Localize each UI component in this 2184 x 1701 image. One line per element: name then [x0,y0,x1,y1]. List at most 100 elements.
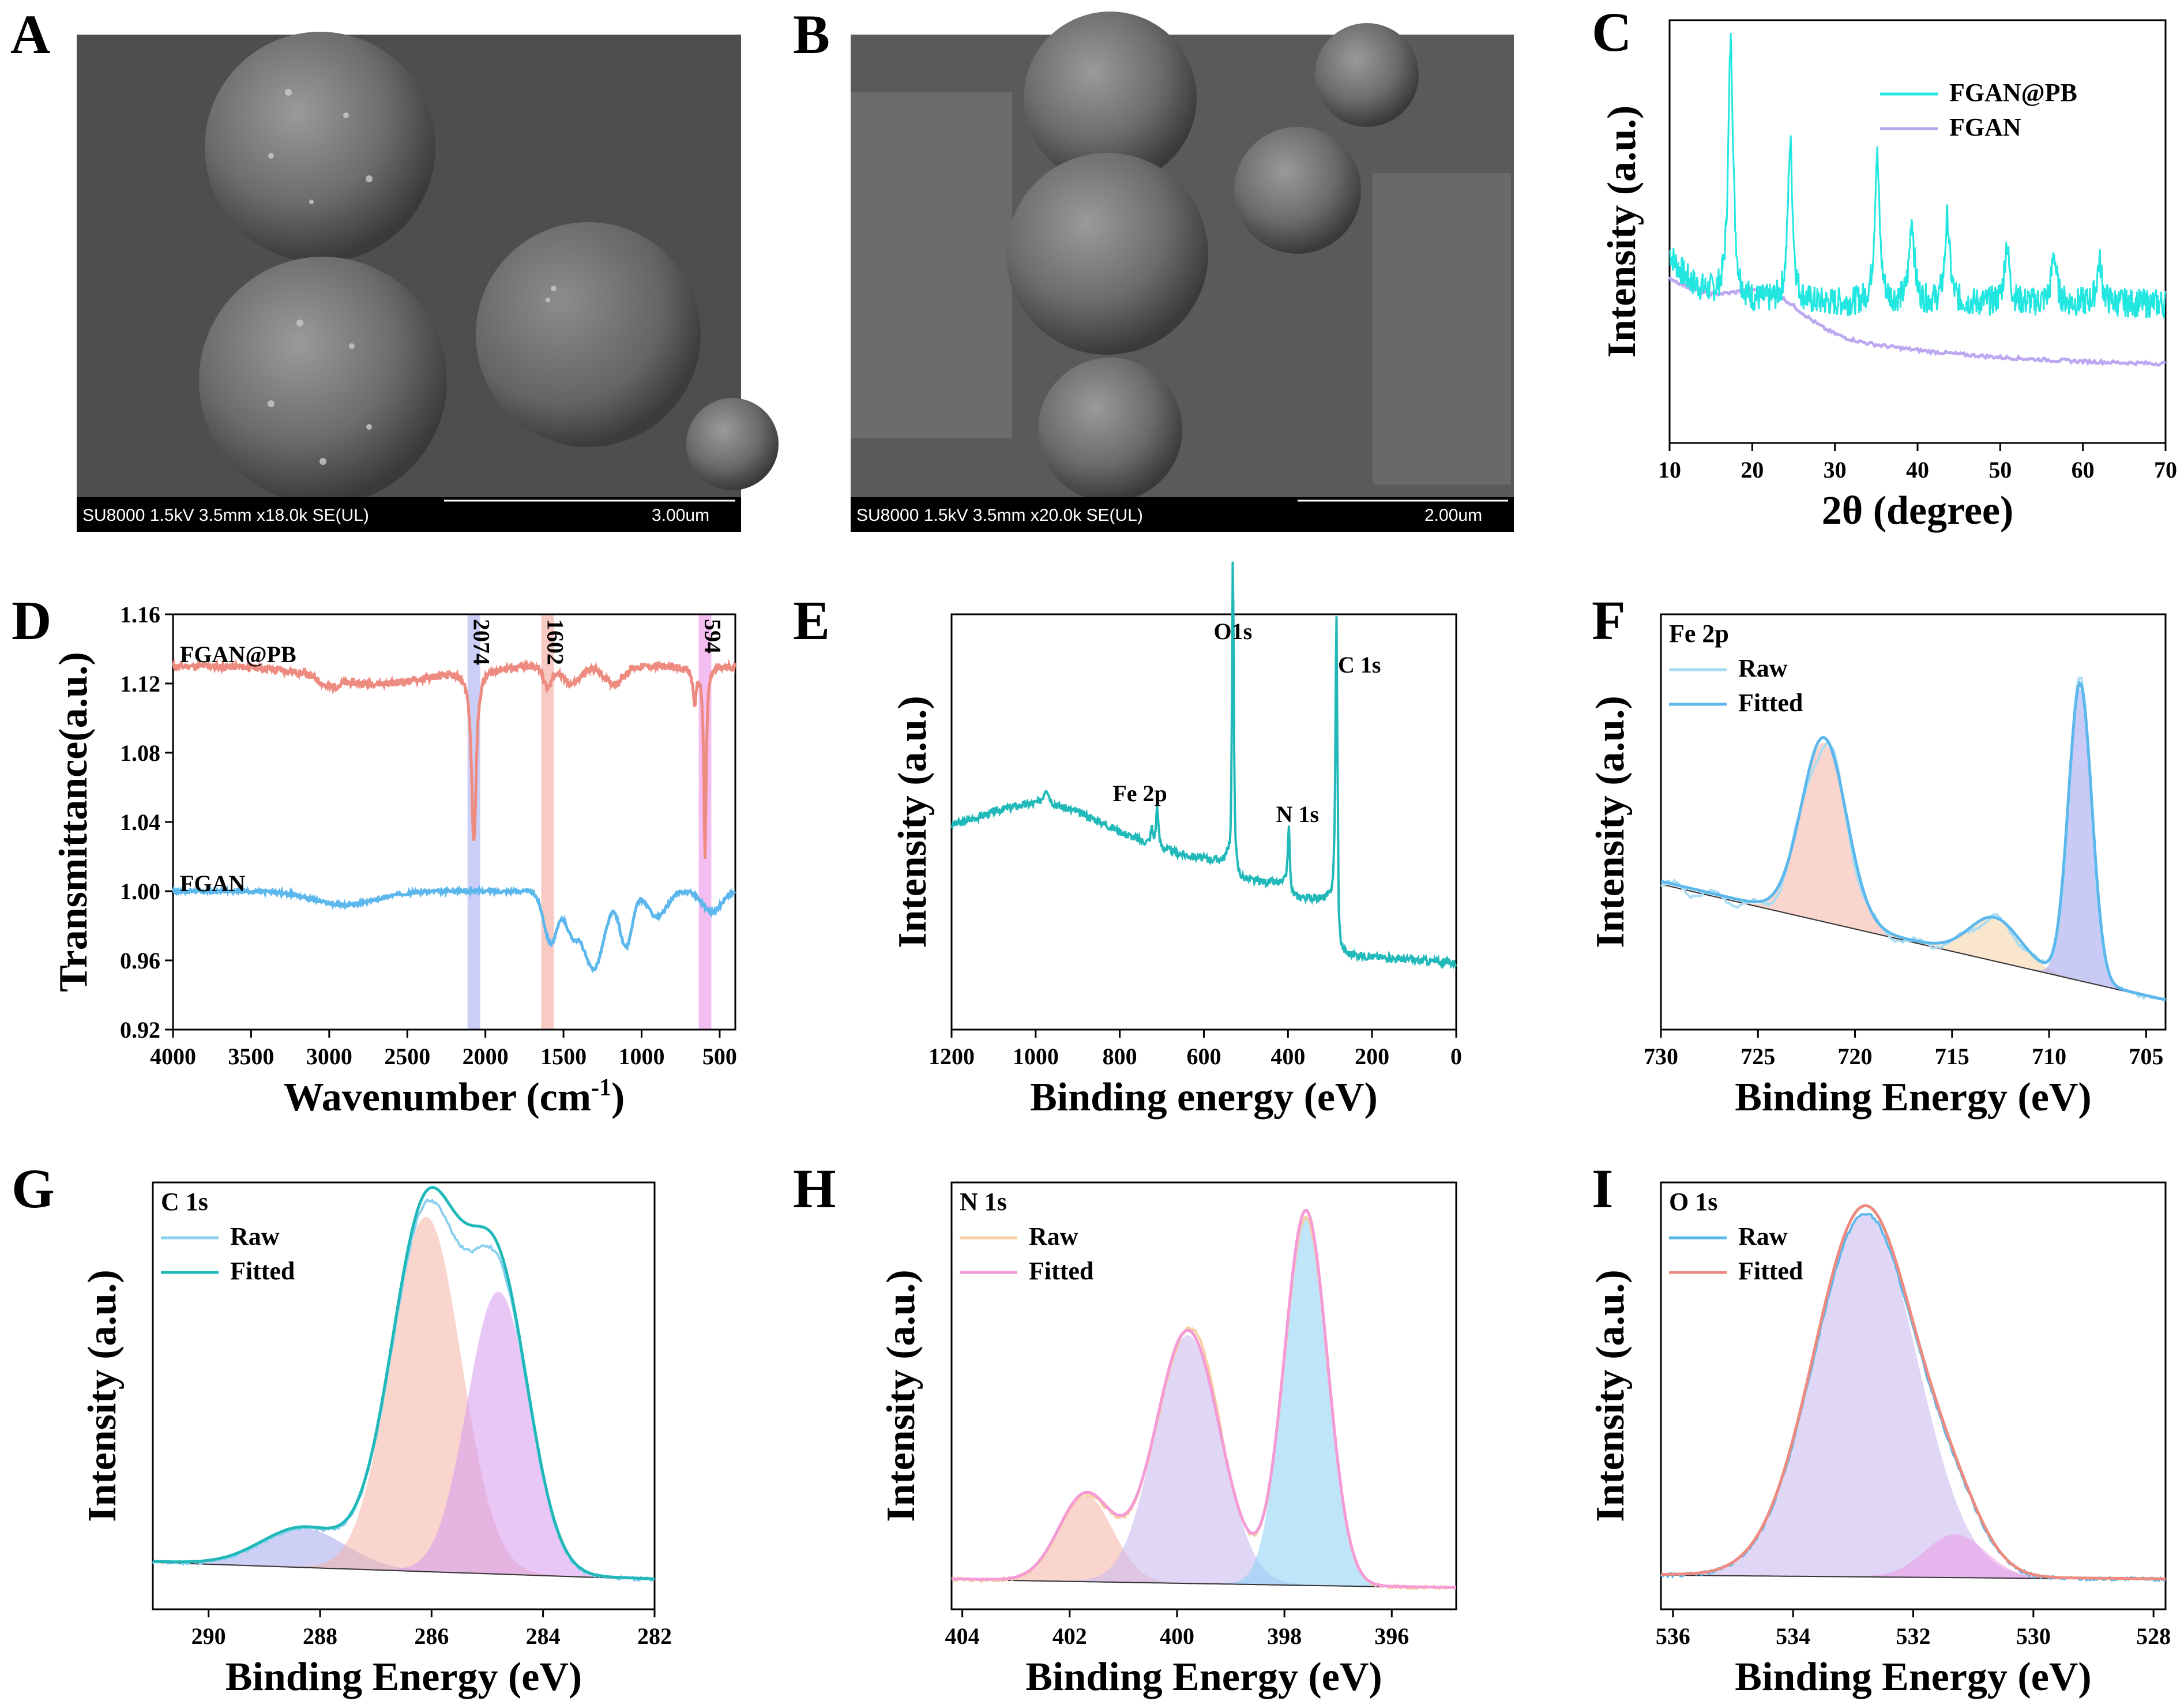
panel-a: A SU8000 1.5kV 3.5mm x18.0k SE(UL) 3.00u… [10,3,779,532]
legend-label: Raw [1738,654,1788,682]
chart-c: C 10 20 30 40 50 60 70 2θ (degree) Intensity (a.u… [1592,1,2177,533]
legend-label: Fitted [230,1257,295,1285]
chart-e: E 1200 1000 800 600 400 200 0 Binding energy (eV… [793,561,1462,1120]
x-tick-label: 400 [1270,1043,1305,1069]
chart-d: 2074 1602 594 D 4000 3500 3000 2500 2000 1500 1000… [12,589,737,1120]
x-tick-label: 286 [414,1623,449,1649]
x-tick-label: 40 [1906,457,1929,483]
x-tick-label: 60 [2072,457,2095,483]
spectrum-title: Fe 2p [1669,619,1729,648]
x-axis-label: Binding Energy (eV) [1735,1075,2091,1120]
spectrum-title: O 1s [1669,1188,1717,1216]
series-line-fgan-pb [171,658,736,859]
peak-label: N 1s [1276,801,1319,827]
sem-scale-label: 2.00um [1424,506,1482,525]
x-tick-label: 600 [1187,1043,1221,1069]
x-axis-label: Wavenumber (cm-1) [284,1075,625,1120]
x-tick-label: 398 [1267,1623,1302,1649]
legend-label: Raw [1738,1222,1788,1251]
panel-letter: H [793,1158,836,1219]
x-tick-label: 0 [1450,1043,1462,1069]
series-label-fgan-pb: FGAN@PB [180,641,296,667]
sem-caption: SU8000 1.5kV 3.5mm x18.0k SE(UL) [82,506,369,525]
panel-letter: E [793,589,830,651]
panel-letter: I [1592,1158,1613,1219]
x-tick-label: 3500 [228,1043,274,1069]
x-tick-label: 396 [1374,1623,1409,1649]
sem-sphere [1024,12,1197,185]
x-tick-label: 404 [945,1623,980,1649]
y-axis-label: Intensity (a.u.) [1588,696,1633,948]
fitted-line [152,1185,655,1580]
x-tick-label: 710 [2032,1043,2066,1069]
sem-aggregate [1373,173,1511,485]
fit-component-area [1660,1213,2166,1580]
x-tick-label: 10 [1658,457,1681,483]
sem-sphere [1006,153,1208,355]
x-axis-label: Binding Energy (eV) [1735,1655,2091,1699]
spectrum-title: C 1s [161,1188,208,1216]
sem-sphere [686,398,779,490]
x-tick-label: 500 [702,1043,737,1069]
x-axis-label: Binding Energy (eV) [225,1655,582,1699]
panel-letter: D [12,589,51,651]
x-tick-label: 1200 [929,1043,975,1069]
x-tick-label: 282 [637,1623,672,1649]
spectrum-title: N 1s [960,1188,1007,1216]
series-line-fgan [171,884,736,974]
chart-f: F 730 725 720 715 710 705 Binding Energy (eV) In… [1588,589,2167,1120]
panel-letter: F [1592,589,1626,651]
x-tick-label: 20 [1741,457,1764,483]
sem-caption: SU8000 1.5kV 3.5mm x20.0k SE(UL) [856,506,1143,525]
plot-frame [152,1181,656,1610]
background-line [152,1561,655,1580]
x-axis-label-main: Wavenumber (cm [284,1075,591,1120]
x-tick-label: 1500 [540,1043,587,1069]
x-tick-label: 3000 [306,1043,352,1069]
series-line-fgan-pb [1668,32,2167,318]
fit-component-area [952,1335,1456,1589]
x-tick-label: 800 [1103,1043,1137,1069]
sem-particles [268,89,557,465]
x-tick-label: 536 [1656,1623,1690,1649]
band-label: 2074 [469,619,495,665]
y-tick-label: 1.04 [120,809,160,835]
legend-label: Raw [230,1222,280,1251]
sem-sphere [199,257,447,505]
legend-label: Fitted [1029,1257,1093,1285]
sem-sphere [1315,23,1419,127]
x-tick-label: 2500 [384,1043,430,1069]
legend-label: Fitted [1738,1257,1803,1285]
sem-info-bar [851,497,1514,532]
band-label: 1602 [542,619,568,665]
fitted-line [1660,680,2166,1002]
x-tick-label: 730 [1644,1043,1678,1069]
sem-info-bar [77,497,741,532]
sem-sphere [476,222,701,447]
x-tick-label: 1000 [619,1043,665,1069]
fitted-line [1661,1204,2166,1580]
x-tick-label: 530 [2016,1623,2051,1649]
x-tick-label: 1000 [1013,1043,1059,1069]
y-tick-label: 1.12 [120,671,160,697]
peak-label: O1s [1213,618,1252,644]
plot-frame [1668,19,2167,444]
y-tick-label: 1.00 [120,878,160,904]
survey-spectrum-line [950,561,1457,970]
y-tick-label: 1.08 [120,740,160,766]
y-axis-label: Intensity (a.u.) [1600,106,1644,358]
x-tick-label: 402 [1052,1623,1087,1649]
y-axis-label: Intensity (a.u.) [1588,1270,1633,1522]
chart-h: H 404 402 400 398 396 Binding Energy (eV) Inten… [793,1158,1457,1699]
y-axis-label: Intensity (a.u.) [890,696,935,948]
x-tick-label: 2000 [463,1043,509,1069]
background-line [952,1579,1456,1589]
x-tick-label: 720 [1838,1043,1873,1069]
y-tick-label: 0.96 [120,948,160,974]
x-axis-label: Binding Energy (eV) [1025,1655,1382,1699]
x-axis-label-end: ) [611,1075,625,1120]
y-tick-label: 1.16 [120,602,160,628]
sem-sphere [1038,358,1182,502]
panel-letter: G [12,1158,55,1219]
legend-label: Raw [1029,1222,1078,1251]
